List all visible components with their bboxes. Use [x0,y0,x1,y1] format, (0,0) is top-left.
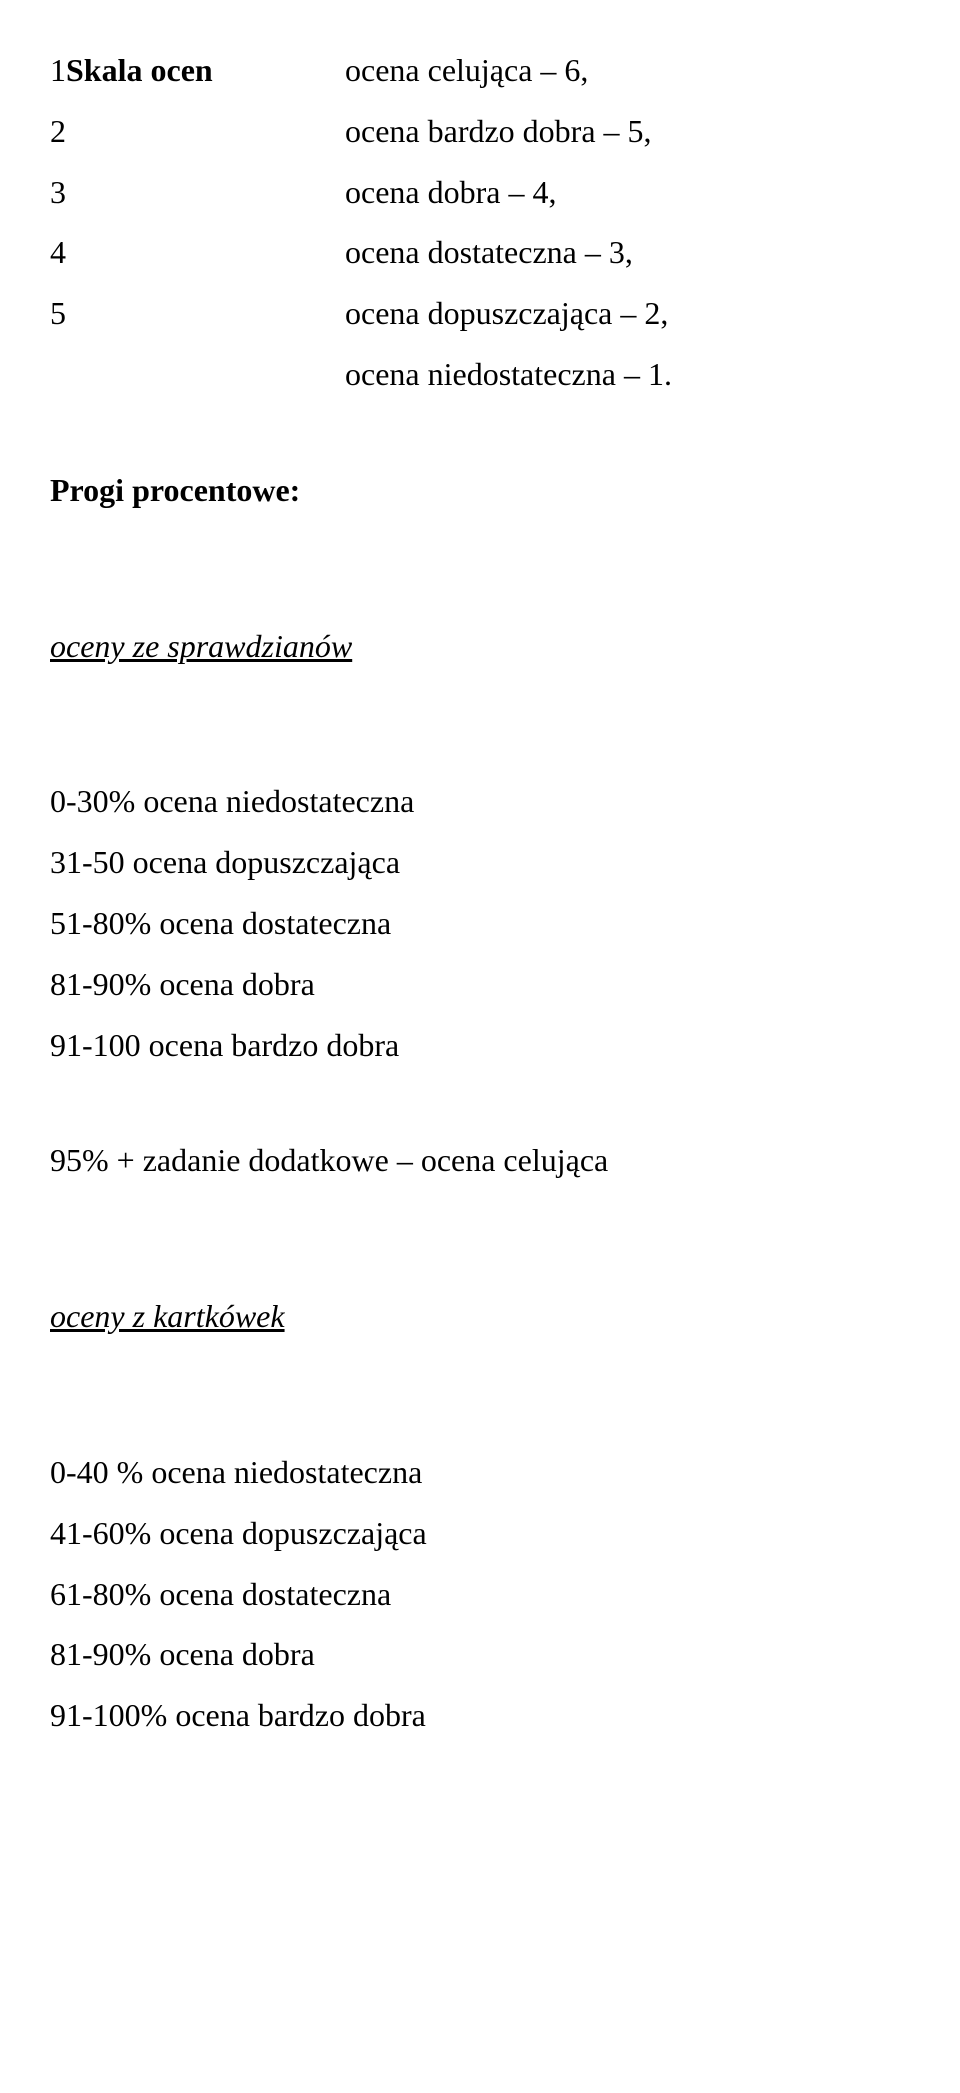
scale-row-left-empty [50,344,345,405]
section2-line: 41-60% ocena dopuszczająca [50,1503,900,1564]
section2-line: 91-100% ocena bardzo dobra [50,1685,900,1746]
scale-row: 2 ocena bardzo dobra – 5, [50,101,900,162]
scale-row-last: ocena niedostateczna – 1. [50,344,900,405]
section1-line: 91-100 ocena bardzo dobra [50,1015,900,1076]
scale-header-left: 1Skala ocen [50,40,345,101]
scale-row-left: 5 [50,283,345,344]
section2-line: 81-90% ocena dobra [50,1624,900,1685]
scale-row-left: 4 [50,222,345,283]
scale-row-right: ocena dostateczna – 3, [345,222,633,283]
section2-line: 0-40 % ocena niedostateczna [50,1442,900,1503]
scale-header-prefix: 1 [50,52,66,88]
scale-row-right: ocena dobra – 4, [345,162,556,223]
section2-line: 61-80% ocena dostateczna [50,1564,900,1625]
scale-header-right: ocena celująca – 6, [345,40,588,101]
scale-row-right: ocena niedostateczna – 1. [345,344,672,405]
scale-header-label: Skala ocen [66,52,213,88]
scale-row: 3 ocena dobra – 4, [50,162,900,223]
progi-heading: Progi procentowe: [50,460,900,521]
scale-header-row: 1Skala ocen ocena celująca – 6, [50,40,900,101]
document-page: 1Skala ocen ocena celująca – 6, 2 ocena … [0,0,960,1806]
section2-title: oceny z kartkówek [50,1286,900,1347]
scale-row-right: ocena bardzo dobra – 5, [345,101,652,162]
section1-line: 81-90% ocena dobra [50,954,900,1015]
section1-line: 51-80% ocena dostateczna [50,893,900,954]
section1-line: 0-30% ocena niedostateczna [50,771,900,832]
section1-line: 31-50 ocena dopuszczająca [50,832,900,893]
section1-title: oceny ze sprawdzianów [50,616,900,677]
scale-row: 5 ocena dopuszczająca – 2, [50,283,900,344]
scale-row-left: 2 [50,101,345,162]
section1-extra: 95% + zadanie dodatkowe – ocena celująca [50,1130,900,1191]
scale-row: 4 ocena dostateczna – 3, [50,222,900,283]
scale-row-left: 3 [50,162,345,223]
scale-row-right: ocena dopuszczająca – 2, [345,283,668,344]
